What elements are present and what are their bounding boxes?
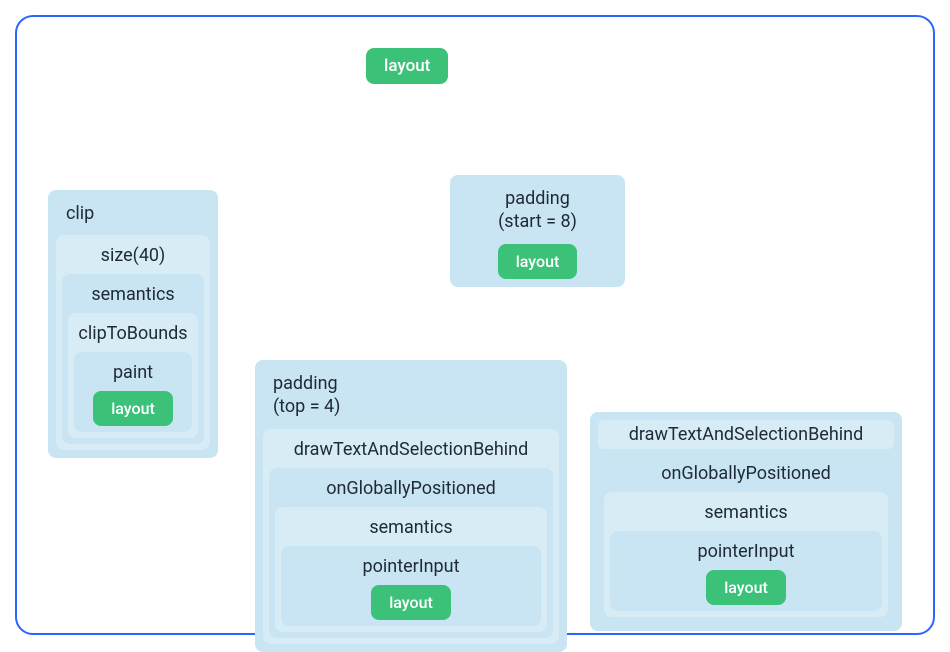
layout-pill: layout: [706, 570, 786, 605]
row-semantics: semantics: [610, 498, 882, 527]
row-drawText: drawTextAndSelectionBehind: [269, 435, 553, 464]
row-clip: clip: [56, 198, 210, 229]
row-semantics: semantics: [68, 280, 198, 309]
row-pointerInput: pointerInput: [616, 537, 876, 566]
layout-pill: layout: [498, 244, 578, 279]
layout-pill: layout: [371, 585, 451, 620]
root-layout-pill: layout: [360, 42, 454, 90]
row-clipToBounds: clipToBounds: [74, 319, 192, 348]
label-padding-top: padding (top = 4): [263, 368, 559, 423]
row-onGloballyPositioned: onGloballyPositioned: [275, 474, 547, 503]
row-semantics: semantics: [281, 513, 541, 542]
node-padding-start: padding (start = 8) layout: [450, 175, 625, 287]
node-right: drawTextAndSelectionBehind onGloballyPos…: [590, 412, 902, 631]
layout-pill: layout: [366, 48, 448, 84]
row-drawText: drawTextAndSelectionBehind: [598, 420, 894, 449]
row-size: size(40): [62, 241, 204, 270]
node-clip: clip size(40) semantics clipToBounds pai…: [48, 190, 218, 458]
layout-pill: layout: [93, 391, 173, 426]
row-pointerInput: pointerInput: [287, 552, 535, 581]
row-paint: paint: [80, 358, 186, 387]
label-padding-start: padding (start = 8): [458, 183, 617, 238]
row-onGloballyPositioned: onGloballyPositioned: [604, 459, 888, 488]
node-padding-top: padding (top = 4) drawTextAndSelectionBe…: [255, 360, 567, 652]
